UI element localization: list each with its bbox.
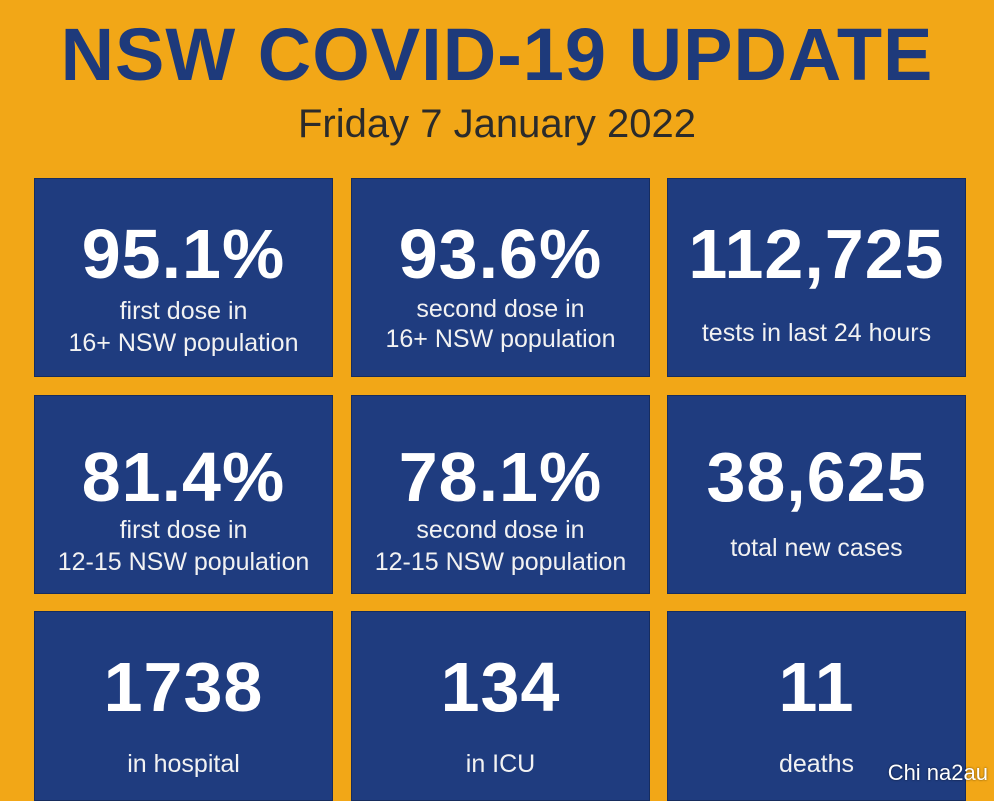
tile-label-line: first dose in xyxy=(119,516,248,544)
tile-value: 38,625 xyxy=(706,438,927,516)
tile-second-dose-12-15: 78.1% second dose in 12-15 NSW populatio… xyxy=(351,395,650,594)
page-title: NSW COVID-19 UPDATE xyxy=(60,13,934,96)
tile-second-dose-16plus: 93.6% second dose in 16+ NSW population xyxy=(351,178,650,377)
tile-label-line: in hospital xyxy=(127,750,240,778)
tile-label-line: in ICU xyxy=(465,750,536,778)
tile-value: 112,725 xyxy=(688,215,945,293)
tile-hospital: 1738 in hospital xyxy=(34,611,333,801)
tile-value: 11 xyxy=(778,648,855,726)
date-subtitle: Friday 7 January 2022 xyxy=(297,102,696,146)
tile-new-cases: 38,625 total new cases xyxy=(667,395,966,594)
tile-label-line: second dose in xyxy=(416,295,585,323)
tile-icu: 134 in ICU xyxy=(351,611,650,801)
tile-label-line: 12-15 NSW population xyxy=(374,548,627,576)
tile-value: 93.6% xyxy=(398,215,603,293)
tile-value: 95.1% xyxy=(81,215,286,293)
tile-first-dose-16plus: 95.1% first dose in 16+ NSW population xyxy=(34,178,333,377)
tile-label-line: 16+ NSW population xyxy=(68,329,299,357)
tile-value: 81.4% xyxy=(81,438,286,516)
tile-label-line: total new cases xyxy=(730,534,903,562)
tile-value: 134 xyxy=(440,648,561,726)
tile-value: 1738 xyxy=(103,648,264,726)
tile-label-line: tests in last 24 hours xyxy=(701,319,932,347)
tile-tests-24h: 112,725 tests in last 24 hours xyxy=(667,178,966,377)
tile-label-line: 16+ NSW population xyxy=(385,325,616,353)
tile-label-line: deaths xyxy=(778,750,855,778)
tile-deaths: 11 deaths xyxy=(667,611,966,801)
tile-first-dose-12-15: 81.4% first dose in 12-15 NSW population xyxy=(34,395,333,594)
tile-label-line: first dose in xyxy=(119,297,248,325)
watermark-text: Chi na2au xyxy=(887,760,988,785)
tile-value: 78.1% xyxy=(398,438,603,516)
tile-label-line: 12-15 NSW population xyxy=(57,548,310,576)
tile-label-line: second dose in xyxy=(416,516,585,544)
